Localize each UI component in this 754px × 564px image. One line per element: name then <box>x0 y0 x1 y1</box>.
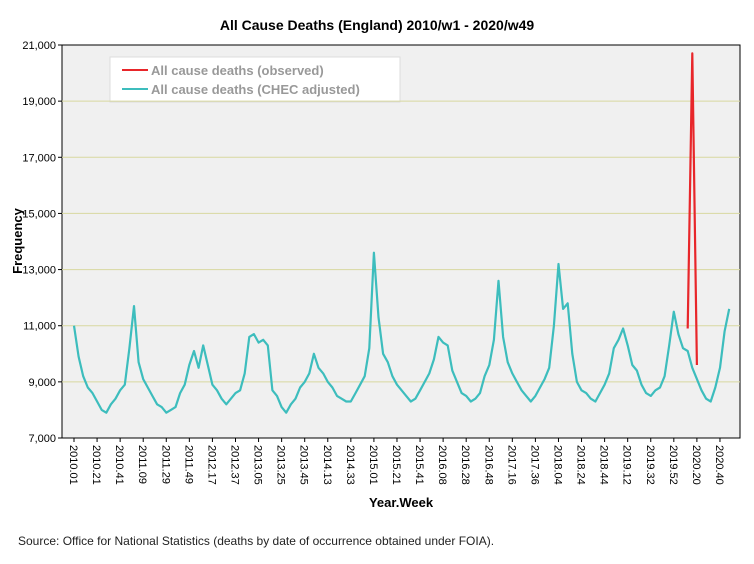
y-tick-label: 11,000 <box>23 321 56 333</box>
y-tick-label: 7,000 <box>28 433 56 445</box>
x-tick-label: 2018.24 <box>575 445 587 485</box>
series-line <box>72 251 731 414</box>
legend-label: All cause deaths (CHEC adjusted) <box>151 82 360 97</box>
x-tick-label: 2014.33 <box>344 445 356 485</box>
x-tick-label: 2013.45 <box>298 445 310 485</box>
x-tick-label: 2019.32 <box>644 445 656 485</box>
x-tick-label: 2014.13 <box>321 445 333 485</box>
x-tick-label: 2020.40 <box>713 445 725 485</box>
x-tick-label: 2016.08 <box>436 445 448 485</box>
x-tick-label: 2011.09 <box>136 445 148 484</box>
chart-title: All Cause Deaths (England) 2010/w1 - 202… <box>220 17 535 33</box>
y-tick-label: 21,000 <box>22 40 56 52</box>
x-tick-label: 2011.49 <box>182 445 194 484</box>
x-tick-label: 2012.37 <box>228 445 240 485</box>
y-tick-label: 9,000 <box>28 377 56 389</box>
x-tick-label: 2018.44 <box>598 445 610 485</box>
y-tick-label: 19,000 <box>22 96 56 108</box>
x-tick-label: 2017.16 <box>505 445 517 485</box>
x-tick-label: 2015.01 <box>367 445 379 485</box>
y-axis-label: Frequency <box>10 207 25 274</box>
x-tick-label: 2010.41 <box>113 445 125 485</box>
legend: All cause deaths (observed) All cause dea… <box>109 56 401 103</box>
x-tick-label: 2013.25 <box>275 445 287 485</box>
x-tick-label: 2011.29 <box>159 445 171 484</box>
x-tick-label: 2015.41 <box>413 445 425 485</box>
x-tick-label: 2017.36 <box>528 445 540 485</box>
x-tick-label: 2015.21 <box>390 445 402 485</box>
legend-box <box>109 56 401 103</box>
x-tick-label: 2019.52 <box>667 445 679 485</box>
y-tick-label: 17,000 <box>22 152 56 164</box>
x-tick-label: 2010.21 <box>90 445 102 485</box>
x-tick-label: 2016.48 <box>482 445 494 485</box>
x-tick-label: 2016.28 <box>459 445 471 485</box>
plot-area <box>61 44 741 439</box>
x-tick-label: 2018.04 <box>551 445 563 485</box>
series-line <box>686 52 698 366</box>
x-axis-label: Year.Week <box>369 495 434 510</box>
x-tick-label: 2010.01 <box>67 445 79 485</box>
x-tick-label: 2013.05 <box>252 445 264 485</box>
y-tick-label: 15,000 <box>22 208 56 220</box>
legend-label: All cause deaths (observed) <box>151 63 324 78</box>
x-tick-label: 2019.12 <box>621 445 633 485</box>
source-note: Source: Office for National Statistics (… <box>18 534 494 548</box>
x-tick-label: 2020.20 <box>690 445 702 485</box>
x-tick-label: 2012.17 <box>205 445 217 485</box>
y-tick-label: 13,000 <box>22 265 56 277</box>
